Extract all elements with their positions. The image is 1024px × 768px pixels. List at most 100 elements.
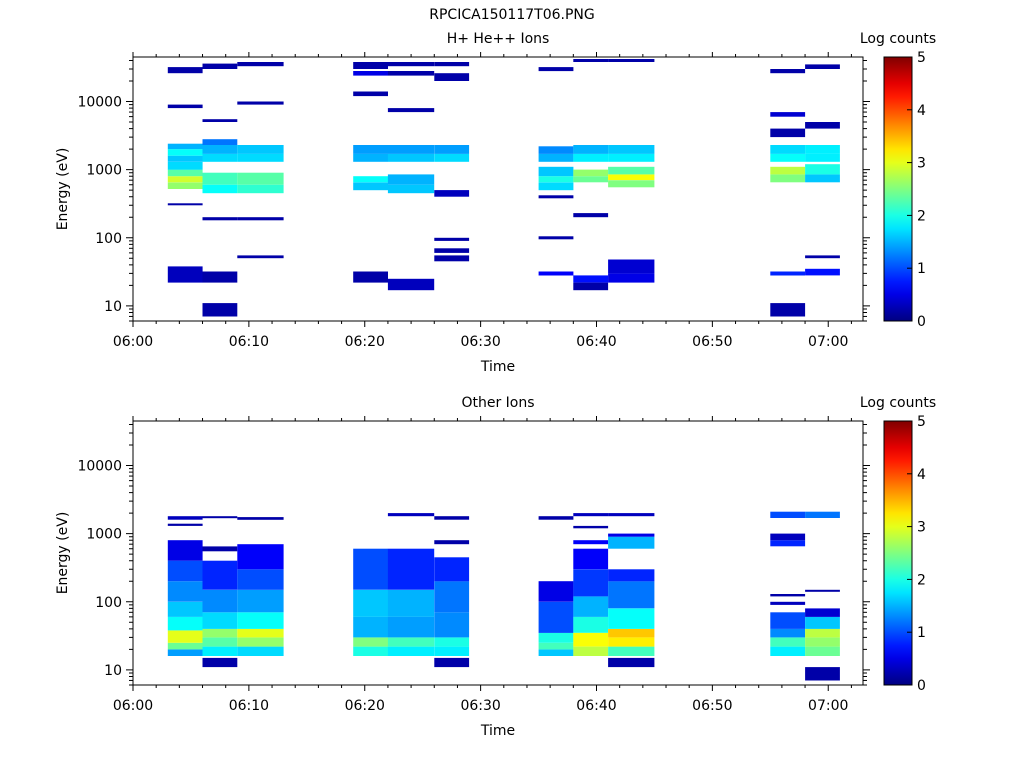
spectrogram-cell <box>608 513 655 517</box>
spectrogram-cell <box>608 608 655 629</box>
spectrogram-cell <box>167 601 203 617</box>
panel-title: H+ He++ Ions <box>447 31 550 47</box>
spectrogram-cell <box>353 646 388 656</box>
spectrogram-cell <box>805 255 840 259</box>
spectrogram-cell <box>167 149 203 156</box>
spectrogram-cell <box>538 632 574 643</box>
spectrogram-cell <box>353 71 388 76</box>
plot-frame <box>132 56 864 322</box>
colorbar-tick-label: 0 <box>917 678 926 694</box>
spectrogram-cell <box>353 176 388 183</box>
spectrogram-cell <box>573 548 609 570</box>
spectrogram-cell <box>167 560 203 582</box>
spectrogram-cell <box>608 166 655 175</box>
spectrogram-cell <box>353 91 388 97</box>
spectrogram-cell <box>387 184 435 194</box>
x-tick-label: 06:10 <box>229 698 269 714</box>
spectrogram-cell <box>237 569 284 590</box>
spectrogram-cell <box>202 172 238 185</box>
spectrogram-cell <box>202 546 238 552</box>
spectrogram-cell <box>805 153 840 162</box>
spectrogram-cell <box>387 513 435 517</box>
spectrogram-cell <box>202 628 238 638</box>
spectrogram-cell <box>573 275 609 283</box>
spectrogram-cell <box>387 62 435 67</box>
spectrogram-cells <box>167 511 840 681</box>
y-tick-label: 100 <box>95 595 122 611</box>
spectrogram-cell <box>608 180 655 188</box>
spectrogram-cell <box>770 69 806 74</box>
spectrogram-cell <box>573 59 609 62</box>
spectrogram-cell <box>353 182 388 191</box>
spectrogram-cell <box>387 71 435 76</box>
spectrogram-cell <box>770 303 806 317</box>
spectrogram-cell <box>434 516 470 520</box>
y-axis-label: Energy (eV) <box>55 512 71 595</box>
spectrogram-cell <box>167 630 203 643</box>
spectrogram-cell <box>770 612 806 629</box>
spectrogram-cell <box>167 155 203 162</box>
spectrogram-cell <box>434 612 470 638</box>
spectrogram-cell <box>770 271 806 276</box>
spectrogram-cell <box>608 536 655 549</box>
spectrogram-cell <box>573 282 609 291</box>
spectrogram-cell <box>237 255 284 259</box>
y-tick-label: 10000 <box>77 459 122 475</box>
spectrogram-cell <box>237 544 284 570</box>
spectrogram-cell <box>538 153 574 162</box>
colorbar-label: Log counts <box>860 31 936 47</box>
spectrogram-cell <box>573 513 609 517</box>
spectrogram-cell <box>202 560 238 590</box>
spectrogram-cell <box>770 166 806 175</box>
spectrogram-cell <box>387 616 435 638</box>
spectrogram-cell <box>167 203 203 206</box>
spectrogram-cell <box>608 259 655 274</box>
spectrogram-cell <box>608 533 655 537</box>
spectrogram-cell <box>237 62 284 67</box>
x-tick-label: 07:00 <box>808 334 848 350</box>
spectrogram-cell <box>202 516 238 519</box>
spectrogram-cell <box>434 62 470 67</box>
spectrogram-cell <box>202 139 238 145</box>
x-tick-label: 06:00 <box>113 334 153 350</box>
spectrogram-cell <box>608 569 655 582</box>
spectrogram-cell <box>237 101 284 105</box>
spectrogram-cell <box>434 581 470 613</box>
spectrogram-cell <box>167 176 203 183</box>
x-tick-label: 06:10 <box>229 334 269 350</box>
colorbar-tick-label: 3 <box>917 156 926 172</box>
spectrogram-cell <box>573 632 609 647</box>
spectrogram-cell <box>608 174 655 181</box>
spectrogram-cells <box>167 59 840 317</box>
spectrogram-cell <box>805 511 840 518</box>
spectrogram-cell <box>770 540 806 547</box>
spectrogram-cell <box>237 517 284 520</box>
spectrogram-cell <box>387 548 435 590</box>
spectrogram-cell <box>538 166 574 177</box>
spectrogram-cell <box>167 540 203 561</box>
spectrogram-cell <box>202 119 238 122</box>
spectrogram-cell <box>434 237 470 241</box>
spectrogram-cell <box>353 637 388 647</box>
plot-frame <box>132 420 864 686</box>
colorbar-tick-label: 5 <box>917 50 926 66</box>
spectrogram-cell <box>434 153 470 162</box>
figure-title: RPCICA150117T06.PNG <box>429 7 594 23</box>
spectrogram-cell <box>538 195 574 199</box>
panel-title: Other Ions <box>461 395 534 411</box>
spectrogram-cell <box>770 112 806 117</box>
spectrogram-cell <box>434 145 470 154</box>
spectrogram-cell <box>608 646 655 656</box>
spectrogram-cell <box>237 612 284 629</box>
spectrogram-cell <box>434 73 470 81</box>
spectrogram-cell <box>538 67 574 72</box>
spectrogram-cell <box>167 161 203 170</box>
spectrogram-cell <box>167 649 203 656</box>
colorbar-tick-label: 2 <box>917 572 926 588</box>
y-tick-label: 100 <box>95 231 122 247</box>
spectrogram-cell <box>770 128 806 138</box>
spectrogram-cell <box>538 271 574 276</box>
x-tick-label: 06:40 <box>576 698 616 714</box>
spectrogram-cell <box>202 271 238 283</box>
spectrogram-cell <box>434 557 470 582</box>
